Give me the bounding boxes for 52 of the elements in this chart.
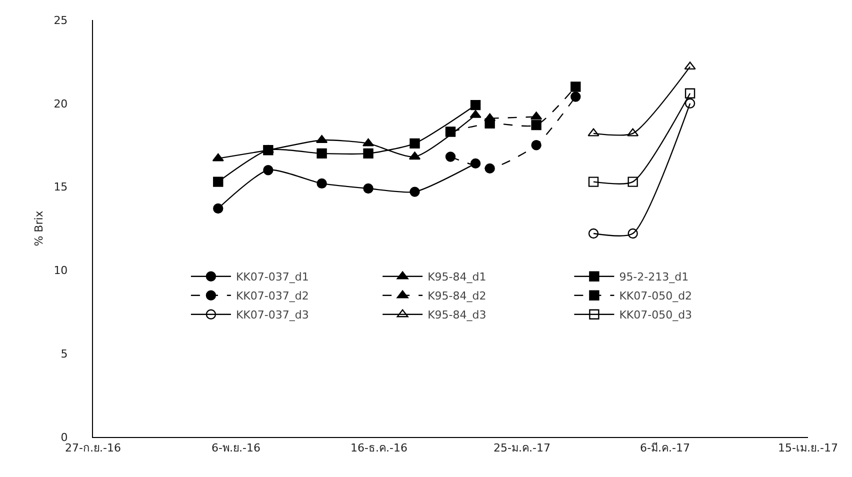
x-tick-label: 15-เม.ย.-17: [778, 441, 838, 454]
point: [570, 82, 581, 92]
point: [263, 165, 274, 176]
point: [213, 176, 224, 187]
x-tick-label: 25-ม.ค.-17: [494, 441, 550, 454]
legend-label: K95-84_d3: [428, 308, 486, 322]
legend-label: K95-84_d2: [428, 290, 486, 303]
point: [531, 120, 542, 130]
legend-label: KK07-037_d3: [236, 308, 309, 322]
x-tick-label: 27-ก.ย.-16: [65, 441, 121, 454]
legend-label: 95-2-213_d1: [619, 270, 689, 284]
point: [316, 178, 327, 189]
x-tick-label: 6-พ.ย.-16: [212, 441, 260, 454]
point: [363, 148, 374, 159]
point: [470, 158, 481, 169]
point: [684, 88, 696, 98]
point: [628, 228, 638, 239]
point: [445, 152, 456, 162]
point: [684, 98, 696, 108]
point: [316, 148, 327, 159]
point: [263, 145, 274, 156]
point: [588, 176, 599, 187]
point: [445, 126, 456, 137]
point: [410, 186, 420, 197]
legend-label: K95-84_d1: [428, 270, 486, 284]
y-tick-label: 15: [54, 180, 68, 194]
y-tick-label: 0: [60, 430, 68, 444]
point: [484, 163, 495, 174]
point: [410, 138, 420, 149]
point: [628, 176, 638, 187]
point: [212, 153, 224, 162]
point: [684, 62, 696, 70]
legend-label: KK07-050_d2: [619, 290, 692, 303]
point: [588, 228, 599, 239]
y-axis-title: % Brix: [32, 210, 46, 246]
y-tick-label: 10: [54, 264, 68, 278]
y-tick-label: 20: [54, 97, 68, 110]
point: [570, 92, 581, 102]
legend-label: KK07-037_d2: [236, 290, 309, 303]
point: [470, 100, 481, 110]
point: [363, 183, 374, 194]
point: [627, 128, 639, 136]
point: [588, 128, 600, 136]
point: [213, 203, 224, 214]
y-tick-label: 25: [54, 14, 68, 27]
x-tick-label: 6-มี.ค.-17: [640, 441, 690, 454]
point: [470, 110, 482, 118]
point: [531, 140, 542, 150]
legend-label: KK07-050_d3: [619, 308, 692, 322]
x-tick-label: 16-ธ.ค.-16: [350, 441, 408, 454]
legend-label: KK07-037_d1: [236, 270, 309, 284]
y-tick-label: 5: [60, 347, 68, 360]
